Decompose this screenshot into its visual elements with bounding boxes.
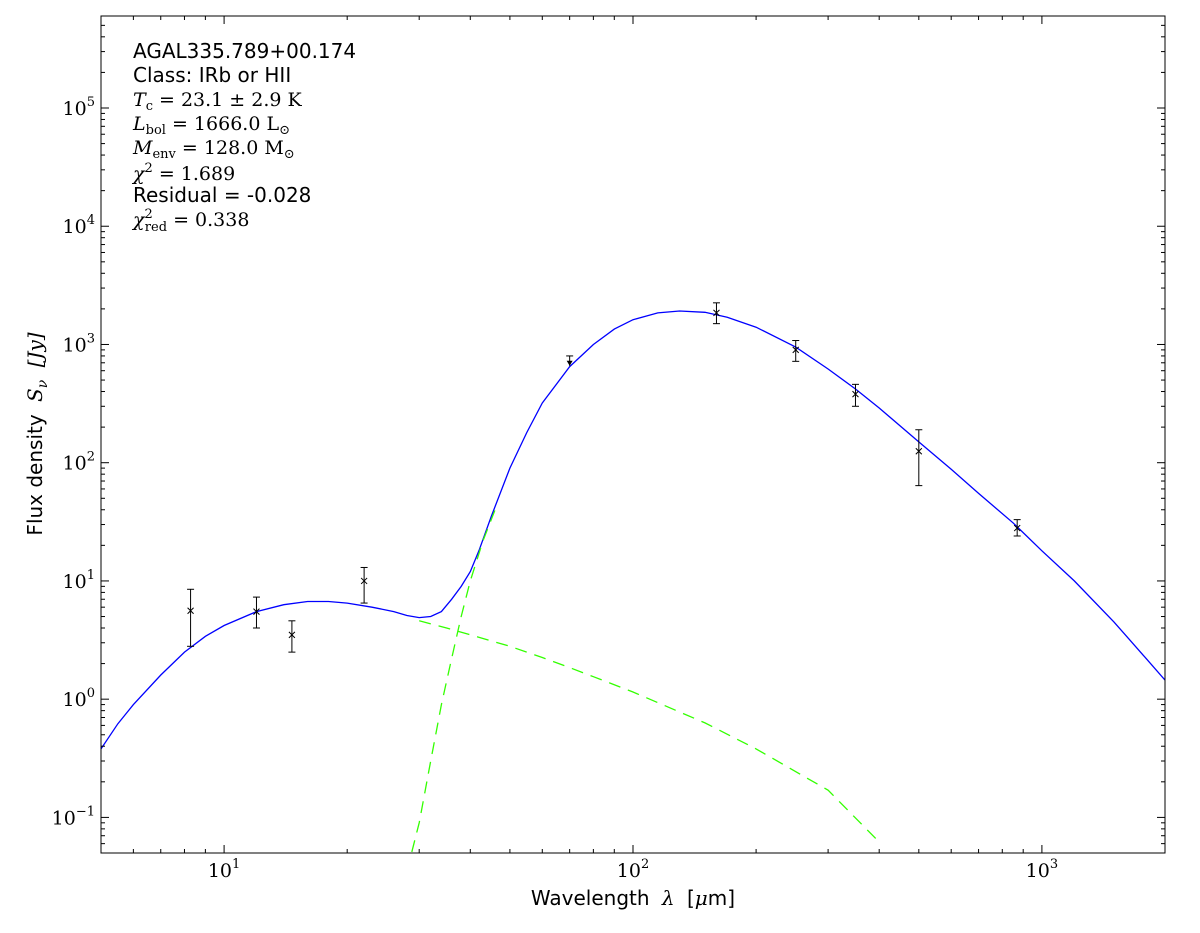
lbol-label: Lbol = 1666.0 L⊙ (132, 113, 290, 138)
data-marker (187, 607, 194, 615)
minor-ticks (101, 16, 1165, 853)
y-tick-label: 105 (63, 95, 95, 120)
plot-frame (100, 15, 1166, 854)
data-marker (915, 447, 923, 455)
source-name: AGAL335.789+00.174 (133, 39, 356, 63)
x-tick-label: 103 (1026, 857, 1058, 882)
x-tick-label: 102 (617, 857, 649, 882)
tc-label: Tc = 23.1 ± 2.9 K (133, 89, 303, 114)
y-tick-label: 102 (63, 450, 95, 475)
data-point (187, 588, 195, 647)
y-axis-title-unit: [Jy] (23, 332, 47, 367)
data-marker (1013, 524, 1021, 532)
data-point (360, 566, 368, 604)
data-point (288, 620, 296, 653)
plot-background (101, 16, 1165, 853)
data-marker (253, 608, 260, 615)
x-axis-title-unit-mu: μ (695, 886, 708, 910)
model-curves (101, 310, 1165, 853)
data-point (792, 340, 800, 362)
y-tick-label: 10−1 (52, 804, 95, 829)
data-marker (852, 390, 859, 398)
data-marker (288, 631, 296, 639)
x-axis-title-unit-open: [ (687, 886, 695, 910)
chi2-red-label: χ2 red = 0.338 (131, 207, 249, 235)
component-curve-1 (410, 509, 496, 853)
class-label: Class: IRb or HII (133, 63, 291, 87)
residual-label: Residual = -0.028 (133, 183, 311, 207)
y-tick-label: 101 (63, 568, 95, 593)
data-points (187, 302, 1021, 653)
data-point (851, 383, 859, 407)
x-axis-title: Wavelength λ [μm] (531, 886, 735, 910)
y-axis-title-sub: ν (35, 379, 51, 388)
tick-labels: 101 102 103 10−1 100 101 102 103 104 105 (52, 95, 1059, 882)
upper-limit-point (566, 355, 574, 366)
data-point (1013, 519, 1021, 537)
data-point (915, 429, 923, 487)
component-curve-2 (419, 620, 880, 843)
total-model-curve (101, 310, 1165, 750)
menv-label: Menv = 128.0 M⊙ (132, 137, 295, 162)
upper-limit-arrow (566, 360, 573, 366)
data-point (252, 596, 260, 629)
y-axis-title-symbol: S (23, 388, 47, 402)
y-axis-title: Flux density Sν [Jy] (23, 332, 52, 535)
x-axis-title-text: Wavelength (531, 886, 650, 910)
x-axis-title-symbol: λ (661, 886, 675, 910)
x-tick-label: 101 (208, 857, 240, 882)
data-marker (713, 309, 720, 317)
chi2-label: χ2 = 1.689 (131, 161, 235, 185)
y-tick-label: 103 (63, 331, 95, 356)
annotation-block: AGAL335.789+00.174 Class: IRb or HII Tc … (131, 39, 356, 235)
data-marker (360, 577, 368, 585)
data-point (712, 302, 720, 325)
data-marker (792, 346, 800, 354)
major-ticks (101, 16, 1165, 853)
x-axis-title-unit-rest: m] (708, 886, 735, 910)
y-tick-label: 104 (63, 213, 95, 238)
y-tick-label: 100 (63, 686, 95, 711)
y-axis-title-text: Flux density (23, 414, 47, 535)
